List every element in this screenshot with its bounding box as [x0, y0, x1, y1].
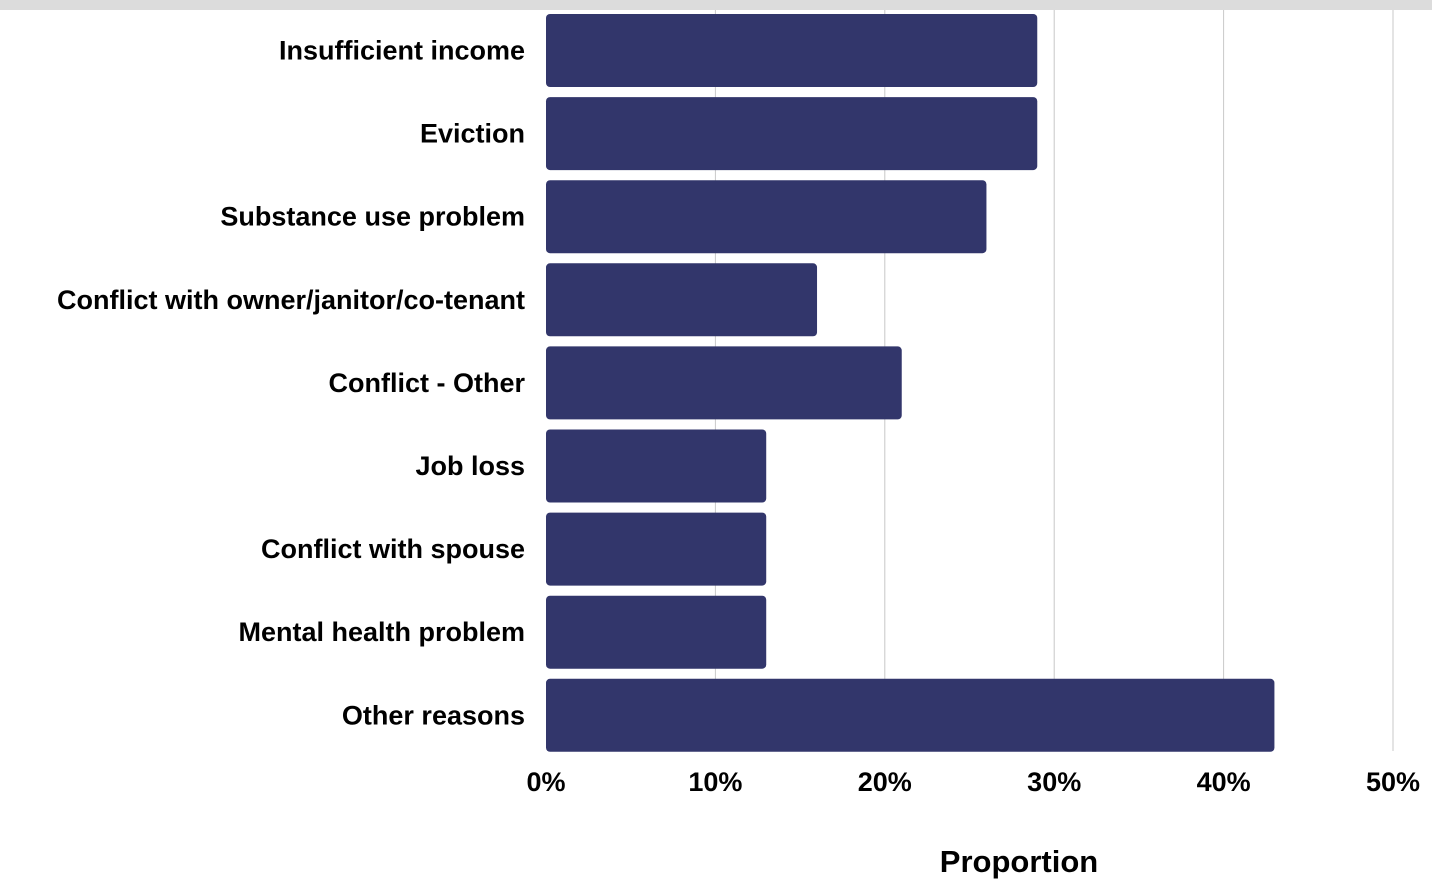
bar: [546, 180, 987, 254]
category-label: Insufficient income: [279, 36, 525, 66]
bar: [546, 97, 1038, 171]
x-axis-title: Proportion: [940, 844, 1098, 879]
category-label: Substance use problem: [220, 202, 525, 232]
bar: [546, 14, 1038, 87]
category-label: Eviction: [420, 119, 525, 149]
category-label: Conflict - Other: [329, 368, 526, 398]
top-strip: [0, 0, 1432, 10]
bars: [546, 14, 1275, 752]
bar: [546, 263, 818, 337]
bar: [546, 595, 767, 669]
x-tick-label: 40%: [1197, 767, 1251, 797]
category-label: Mental health problem: [238, 617, 525, 647]
category-label: Conflict with owner/janitor/co-tenant: [57, 285, 525, 315]
x-tick-label: 30%: [1027, 767, 1081, 797]
category-labels: Insufficient income Eviction Substance use…: [57, 36, 525, 731]
x-tick-labels: 0% 10% 20% 30% 40% 50%: [526, 767, 1420, 797]
bar: [546, 678, 1275, 752]
x-tick-label: 10%: [688, 767, 742, 797]
x-tick-label: 50%: [1366, 767, 1420, 797]
x-tick-label: 20%: [858, 767, 912, 797]
category-label: Job loss: [415, 451, 525, 481]
bar: [546, 346, 902, 420]
category-label: Conflict with spouse: [261, 534, 525, 564]
x-tick-label: 0%: [526, 767, 565, 797]
bar: [546, 512, 767, 586]
bar: [546, 429, 767, 503]
category-label: Other reasons: [342, 700, 525, 730]
